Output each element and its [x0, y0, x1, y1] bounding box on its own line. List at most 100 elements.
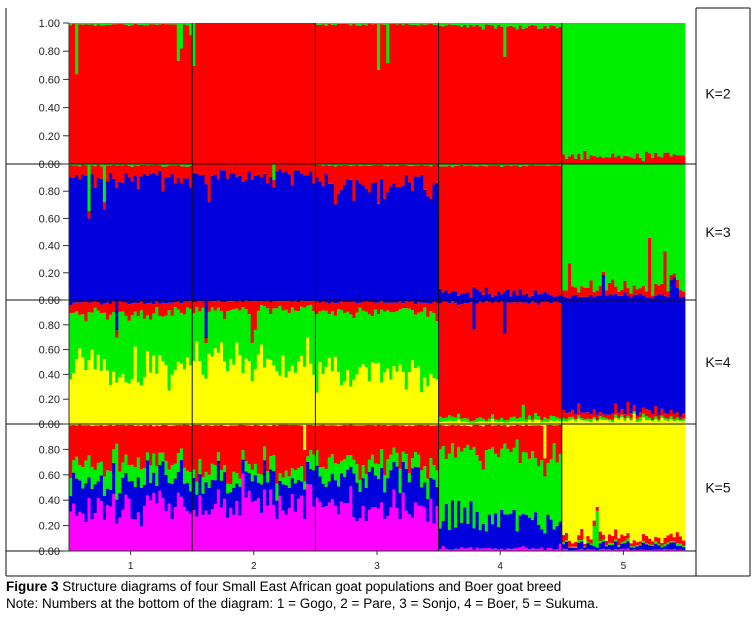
segment-yellow — [87, 424, 91, 426]
segment-magenta — [457, 548, 461, 551]
segment-blue — [423, 300, 427, 303]
segment-green — [207, 474, 212, 488]
segment-red — [158, 425, 162, 453]
segment-blue — [275, 171, 279, 300]
segment-green — [571, 23, 575, 155]
segment-red — [72, 424, 76, 461]
segment-green — [494, 419, 498, 422]
segment-green — [278, 473, 282, 481]
segment-red — [281, 23, 285, 164]
individual-bar — [296, 300, 301, 424]
segment-yellow — [583, 424, 587, 544]
segment-red — [429, 303, 433, 312]
individual-bar — [235, 164, 239, 300]
segment-blue — [102, 300, 107, 304]
segment-red — [293, 300, 298, 311]
individual-bar — [561, 424, 566, 551]
segment-green — [164, 23, 168, 25]
segment-green — [155, 307, 159, 374]
segment-blue — [552, 529, 557, 550]
segment-blue — [632, 547, 637, 550]
segment-red — [546, 28, 550, 165]
segment-magenta — [370, 507, 375, 551]
individual-bar — [429, 424, 433, 551]
segment-yellow — [383, 372, 387, 424]
segment-red — [678, 155, 683, 164]
segment-red — [632, 285, 637, 295]
segment-green — [321, 466, 326, 484]
segment-green — [506, 23, 510, 27]
individual-bar — [238, 164, 242, 300]
segment-red — [506, 426, 510, 449]
segment-green — [478, 417, 483, 422]
segment-green — [373, 23, 378, 24]
segment-red — [355, 164, 359, 180]
segment-red — [392, 165, 396, 184]
individual-bar — [681, 424, 686, 551]
segment-red — [204, 164, 208, 185]
individual-bar — [303, 164, 307, 300]
segment-blue — [259, 177, 264, 300]
segment-magenta — [540, 547, 544, 551]
segment-red — [426, 424, 430, 479]
segment-red — [333, 303, 338, 316]
segment-green — [213, 465, 218, 481]
segment-red — [146, 303, 150, 316]
individual-bar — [657, 23, 661, 164]
segment-red — [478, 425, 483, 461]
individual-bar — [598, 424, 603, 551]
individual-bar — [226, 164, 230, 300]
individual-bar — [635, 23, 640, 164]
segment-red — [241, 23, 245, 164]
segment-blue — [204, 184, 208, 300]
segment-green — [429, 23, 433, 24]
segment-green — [518, 23, 523, 26]
segment-blue — [333, 480, 338, 506]
segment-green — [632, 23, 637, 159]
segment-magenta — [210, 509, 215, 551]
individual-bar — [555, 23, 560, 164]
segment-magenta — [441, 546, 446, 551]
segment-green — [457, 413, 461, 420]
segment-yellow — [198, 360, 202, 424]
individual-bar — [333, 424, 338, 551]
segment-red — [189, 35, 193, 164]
segment-blue — [358, 183, 362, 300]
individual-bar — [186, 23, 190, 164]
segment-magenta — [244, 497, 249, 551]
segment-yellow — [99, 370, 104, 424]
segment-red — [186, 301, 190, 308]
segment-blue — [611, 300, 615, 414]
segment-blue — [179, 300, 184, 303]
individual-bar — [494, 164, 498, 300]
segment-blue — [549, 300, 553, 304]
individual-bar — [543, 300, 547, 424]
segment-red — [115, 24, 119, 164]
segment-green — [478, 460, 483, 531]
segment-green — [152, 313, 156, 356]
individual-bar — [259, 424, 264, 551]
segment-red — [272, 23, 276, 164]
segment-blue — [244, 180, 249, 300]
segment-red — [327, 165, 332, 184]
segment-green — [620, 542, 624, 544]
segment-red — [367, 424, 372, 460]
segment-blue — [343, 184, 347, 300]
segment-red — [96, 425, 101, 463]
individual-bar — [518, 164, 523, 300]
segment-blue — [497, 300, 501, 303]
segment-green — [105, 23, 110, 25]
segment-red — [343, 424, 347, 460]
segment-red — [540, 165, 544, 295]
segment-blue — [321, 186, 326, 300]
segment-green — [303, 307, 307, 367]
segment-magenta — [235, 501, 239, 551]
individual-bar — [586, 23, 590, 164]
individual-bar — [490, 424, 495, 551]
segment-blue — [601, 275, 606, 300]
segment-blue — [546, 300, 550, 303]
segment-green — [543, 417, 547, 422]
segment-blue — [598, 300, 603, 413]
segment-red — [330, 425, 335, 455]
individual-bar — [133, 300, 138, 424]
